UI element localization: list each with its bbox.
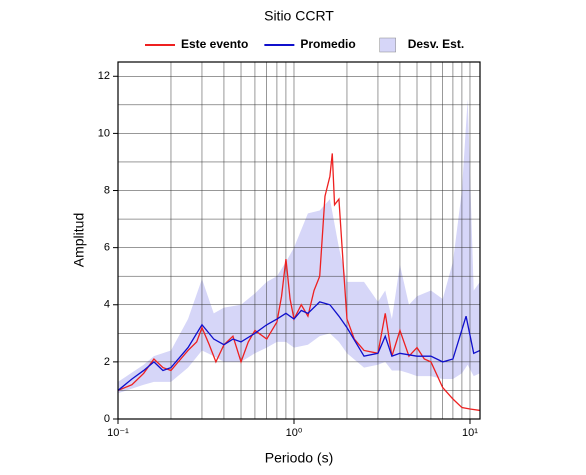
y-tick-label: 0 — [104, 413, 110, 425]
legend-swatch — [379, 37, 396, 53]
y-axis-label: Amplitud — [71, 213, 87, 267]
legend-label: Promedio — [300, 37, 355, 51]
series-line — [117, 301, 481, 391]
std-band — [118, 99, 480, 394]
y-tick-label: 6 — [104, 242, 110, 254]
x-axis-label: Periodo (s) — [265, 450, 333, 466]
y-tick-label: 4 — [104, 299, 110, 311]
legend-label: Este evento — [181, 37, 248, 51]
x-tick-label: 10⁻¹ — [107, 427, 129, 439]
series-line — [117, 153, 481, 412]
plot-frame — [117, 61, 481, 420]
y-tick-label: 12 — [98, 70, 110, 82]
legend-label: Desv. Est. — [408, 37, 464, 51]
chart-title: Sitio CCRT — [264, 8, 334, 24]
y-tick-label: 2 — [104, 356, 110, 368]
y-tick-label: 8 — [104, 184, 110, 196]
x-tick-label: 10⁰ — [286, 427, 303, 439]
y-tick-label: 10 — [98, 127, 110, 139]
x-tick-label: 10¹ — [462, 427, 478, 439]
